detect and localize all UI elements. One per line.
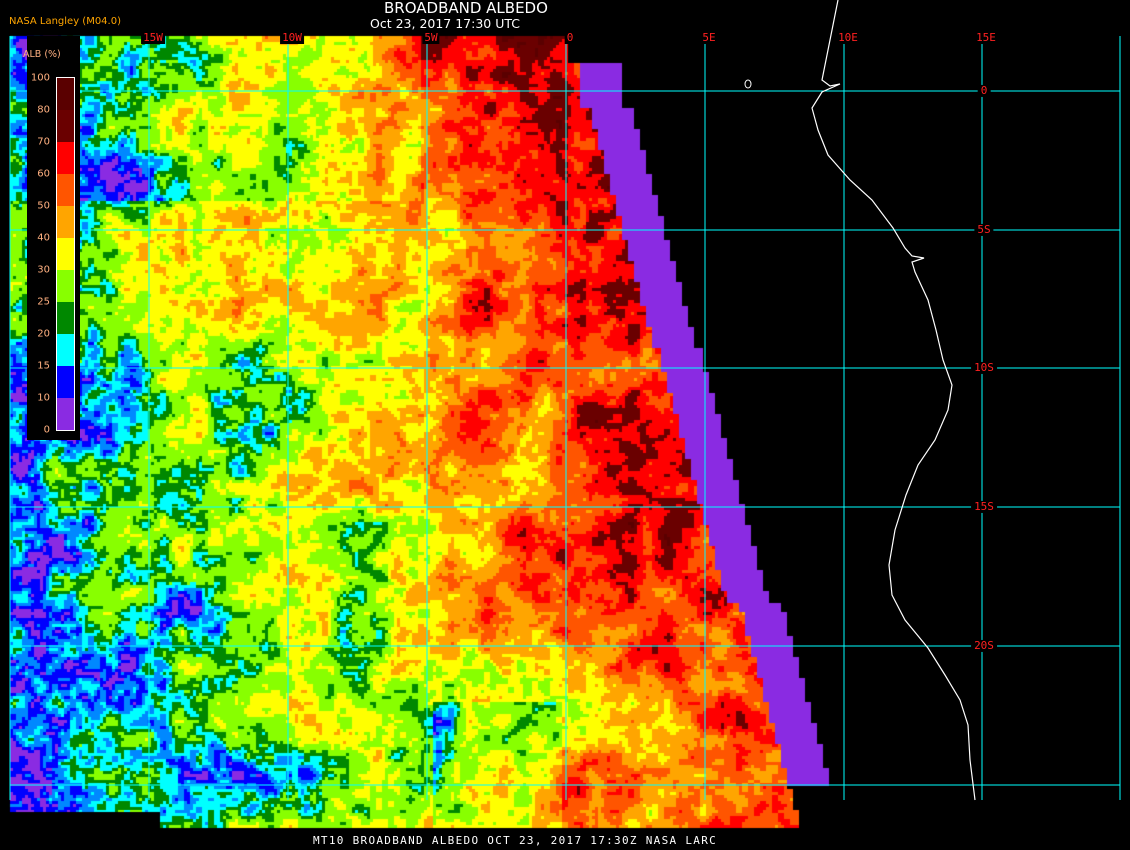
legend-swatch <box>57 302 74 334</box>
legend-swatch <box>57 270 74 302</box>
legend-label: 60 <box>37 168 50 180</box>
latitude-label: 5S <box>974 223 994 237</box>
legend-swatch <box>57 174 74 206</box>
longitude-label: 5W <box>422 31 440 45</box>
latitude-label: 15S <box>971 500 997 514</box>
legend-label: 40 <box>37 232 50 244</box>
legend-label: 10 <box>37 392 50 404</box>
longitude-label: 10W <box>280 31 304 45</box>
legend-swatch <box>57 206 74 238</box>
legend-swatch <box>57 142 74 174</box>
legend-label: 25 <box>37 296 50 308</box>
map-title: BROADBAND ALBEDO <box>384 0 548 17</box>
latitude-label: 0 <box>977 84 991 98</box>
legend-swatch <box>57 398 74 430</box>
legend-swatch <box>57 78 74 110</box>
longitude-label: 0 <box>564 31 576 45</box>
longitude-label: 5E <box>700 31 718 45</box>
legend-swatch <box>57 110 74 142</box>
legend-label: 0 <box>43 424 50 436</box>
longitude-label: 15E <box>974 31 998 45</box>
legend-swatch <box>57 334 74 366</box>
legend-label: 20 <box>37 328 50 340</box>
island <box>744 79 752 89</box>
credit-label: NASA Langley (M04.0) <box>9 16 121 27</box>
footer-caption: MT10 BROADBAND ALBEDO OCT 23, 2017 17:30… <box>313 834 718 847</box>
latitude-label: 10S <box>971 361 997 375</box>
longitude-label: 10E <box>836 31 860 45</box>
legend-label: 100 <box>30 72 50 84</box>
color-legend: ALB (%) 100 80 70 60 50 40 30 25 20 15 10 0 <box>23 36 80 440</box>
latitude-label: 20S <box>971 639 997 653</box>
legend-title: ALB (%) <box>23 49 61 60</box>
legend-label: 15 <box>37 360 50 372</box>
legend-swatch <box>57 238 74 270</box>
coastline <box>811 0 976 801</box>
map-timestamp: Oct 23, 2017 17:30 UTC <box>370 16 520 31</box>
legend-label: 70 <box>37 136 50 148</box>
legend-label: 50 <box>37 200 50 212</box>
lat-lon-grid <box>9 36 1121 800</box>
legend-swatch <box>57 366 74 398</box>
legend-color-bar <box>56 77 75 431</box>
legend-label: 80 <box>37 104 50 116</box>
legend-label: 30 <box>37 264 50 276</box>
longitude-label: 15W <box>141 31 165 45</box>
